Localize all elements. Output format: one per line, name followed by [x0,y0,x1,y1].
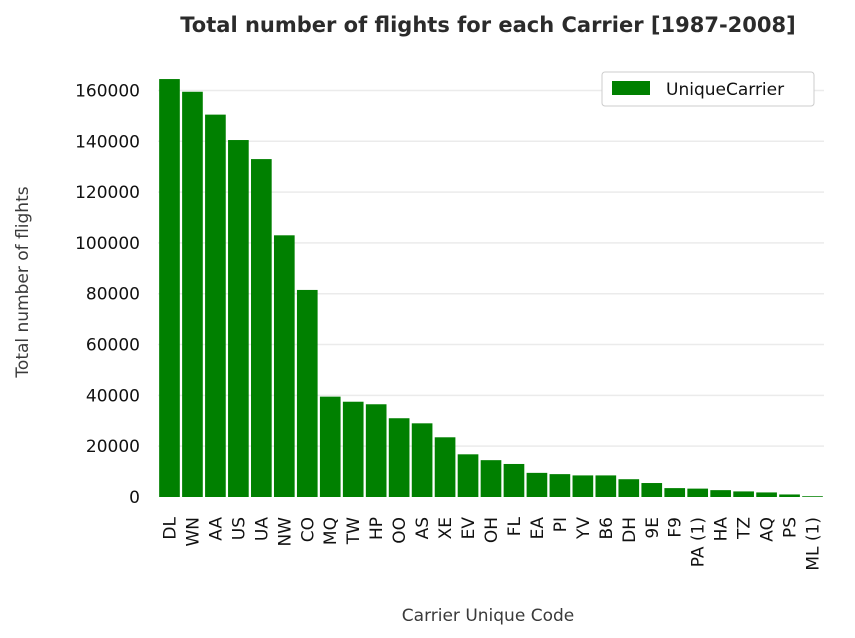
bar-co [296,289,318,497]
x-tick-label: MQ [321,517,341,545]
bar-dh [618,479,640,497]
chart-title: Total number of flights for each Carrier… [180,13,795,37]
x-tick-label: EV [459,517,479,540]
legend-box [601,71,815,107]
bar-as [411,423,433,497]
x-tick-label: PA (1) [689,517,709,567]
x-tick-label: HP [367,517,387,540]
x-tick-label: CO [298,517,318,542]
y-tick-label: 40000 [86,386,140,406]
x-tick-label: 9E [643,517,663,539]
bars [159,79,823,497]
bar-aa [205,114,226,497]
bar-wn [182,91,203,497]
bar-dl [159,79,180,497]
x-tick-label: HA [712,517,732,542]
bar-ea [526,472,548,497]
x-tick-label: EA [528,517,548,540]
x-tick-label: AA [206,517,226,541]
x-tick-label: UA [252,517,272,541]
bar-ml-1 [802,496,823,497]
x-tick-label: OO [390,517,410,544]
bar-ps [779,494,800,497]
x-tick-label: NW [275,517,295,547]
y-axis-label: Total number of flights [13,186,33,378]
bar-aq [756,492,777,497]
bar-nw [273,235,295,497]
bar-us [228,140,249,497]
y-tick-label: 100000 [75,234,140,254]
x-tick-label: TW [344,517,364,545]
x-tick-label: US [229,517,249,540]
bar-ha [710,490,731,497]
bar-yv [572,475,594,497]
y-tick-label: 0 [129,488,140,508]
bar-hp [365,404,387,497]
bar-oh [480,460,502,497]
x-tick-label: OH [482,517,502,543]
bar-ev [457,454,479,497]
x-tick-label: AQ [758,517,778,542]
x-tick-label: F9 [666,517,686,538]
bar-oo [388,418,410,497]
bar-tw [342,401,364,497]
x-tick-label: WN [183,517,203,547]
x-tick-label: PI [551,517,571,532]
y-tick-label: 80000 [86,285,140,305]
y-axis-ticks: 0 20000 40000 60000 80000 100000 120000 140000 1… [75,81,140,508]
bar-f9 [664,488,686,497]
x-tick-label: YV [574,517,594,540]
x-tick-label: DL [160,516,180,539]
y-tick-label: 120000 [75,183,140,203]
bar-xe [434,437,456,497]
bar-pa-1 [687,488,709,497]
bar-b6 [595,475,617,497]
bar-fl [503,463,525,497]
x-tick-label: FL [505,516,525,536]
y-tick-label: 160000 [75,81,140,101]
x-tick-label: DH [620,517,640,543]
x-tick-label: XE [436,517,456,539]
x-tick-label: PS [781,517,801,538]
x-tick-label: AS [413,517,433,539]
bar-pi [549,474,571,497]
x-tick-label: B6 [597,517,617,539]
bar-ua [251,159,272,497]
legend: UniqueCarrier [601,71,815,107]
bar-9e [641,483,663,497]
y-tick-label: 140000 [75,132,140,152]
bar-mq [319,396,341,497]
x-axis-ticks: DL WN AA US UA NW CO MQ TW HP OO AS XE EV OH FL EA PI YV B6… [160,516,823,570]
bar-tz [733,491,754,497]
legend-swatch [612,81,650,95]
y-tick-label: 60000 [86,336,140,356]
x-tick-label: TZ [735,517,755,540]
x-axis-label: Carrier Unique Code [402,606,574,626]
x-tick-label: ML (1) [804,517,824,571]
y-tick-label: 20000 [86,437,140,457]
legend-label: UniqueCarrier [666,80,784,100]
